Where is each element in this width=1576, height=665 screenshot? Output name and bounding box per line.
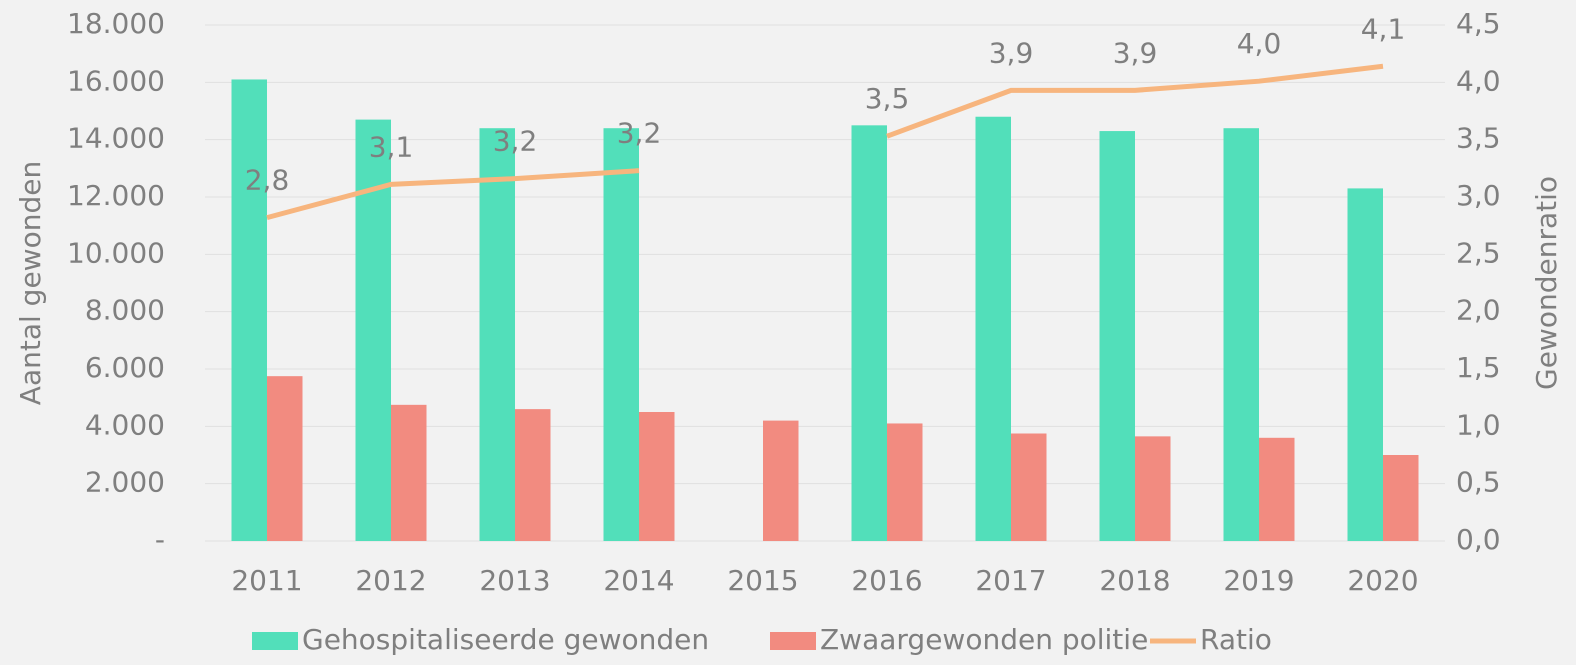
- bar: [1223, 128, 1259, 541]
- x-tick-label: 2013: [479, 564, 550, 597]
- bar: [1383, 455, 1419, 541]
- y2-tick-label: 0,0: [1456, 523, 1501, 556]
- y-tick-label: 10.000: [67, 236, 165, 269]
- bar: [975, 116, 1011, 541]
- data-label: 3,9: [989, 36, 1034, 69]
- bar: [355, 119, 391, 541]
- data-label: 3,2: [493, 125, 538, 158]
- ratio-line: [266, 168, 640, 221]
- bar: [763, 420, 799, 541]
- bar: [231, 79, 267, 541]
- y2-tick-label: 0,5: [1456, 466, 1501, 499]
- data-label: 4,1: [1361, 12, 1406, 45]
- data-label: 2,8: [245, 164, 290, 197]
- legend-label: Zwaargewonden politie: [820, 623, 1148, 656]
- y2-tick-label: 1,0: [1456, 408, 1501, 441]
- bar: [267, 376, 303, 541]
- legend-label: Ratio: [1200, 623, 1272, 656]
- data-label: 3,1: [369, 130, 414, 163]
- y-tick-label: 8.000: [85, 294, 165, 327]
- bar: [515, 409, 551, 541]
- y-tick-label: 16.000: [67, 64, 165, 97]
- y2-tick-label: 2,5: [1456, 236, 1501, 269]
- data-label: 3,2: [617, 117, 662, 150]
- y-axis-title: Aantal gewonden: [14, 161, 47, 405]
- x-tick-label: 2016: [851, 564, 922, 597]
- y2-tick-label: 1,5: [1456, 351, 1501, 384]
- x-tick-label: 2018: [1099, 564, 1170, 597]
- data-label: 4,0: [1237, 27, 1282, 60]
- y2-tick-label: 3,5: [1456, 122, 1501, 155]
- x-tick-label: 2020: [1347, 564, 1418, 597]
- bar: [887, 423, 923, 541]
- bar: [1135, 436, 1171, 541]
- y2-tick-label: 3,0: [1456, 179, 1501, 212]
- data-label: 3,9: [1113, 36, 1158, 69]
- legend-swatch: [770, 632, 816, 650]
- x-tick-label: 2012: [355, 564, 426, 597]
- bar: [1259, 437, 1295, 541]
- y-tick-label: 14.000: [67, 122, 165, 155]
- bar: [639, 412, 675, 541]
- y2-tick-label: 2,0: [1456, 294, 1501, 327]
- ratio-line: [886, 63, 1384, 139]
- y-tick-label: 4.000: [85, 408, 165, 441]
- bar: [1099, 131, 1135, 542]
- y-tick-label: 2.000: [85, 466, 165, 499]
- y-tick-label: 18.000: [67, 7, 165, 40]
- y2-tick-label: 4,5: [1456, 7, 1501, 40]
- y2-axis-title: Gewondenratio: [1530, 176, 1563, 390]
- bar: [851, 125, 887, 541]
- legend-swatch: [252, 632, 298, 650]
- y-tick-label: 12.000: [67, 179, 165, 212]
- bar: [479, 128, 515, 541]
- bar: [1347, 188, 1383, 541]
- legend-label: Gehospitaliseerde gewonden: [302, 623, 709, 656]
- x-tick-label: 2017: [975, 564, 1046, 597]
- y-tick-label: -: [155, 523, 165, 556]
- x-tick-label: 2015: [727, 564, 798, 597]
- bar: [1011, 433, 1047, 541]
- data-label: 3,5: [865, 82, 910, 115]
- x-tick-label: 2019: [1223, 564, 1294, 597]
- bar: [603, 128, 639, 541]
- x-tick-label: 2014: [603, 564, 674, 597]
- bar: [391, 404, 427, 541]
- x-tick-label: 2011: [231, 564, 302, 597]
- y2-tick-label: 4,0: [1456, 64, 1501, 97]
- y-tick-label: 6.000: [85, 351, 165, 384]
